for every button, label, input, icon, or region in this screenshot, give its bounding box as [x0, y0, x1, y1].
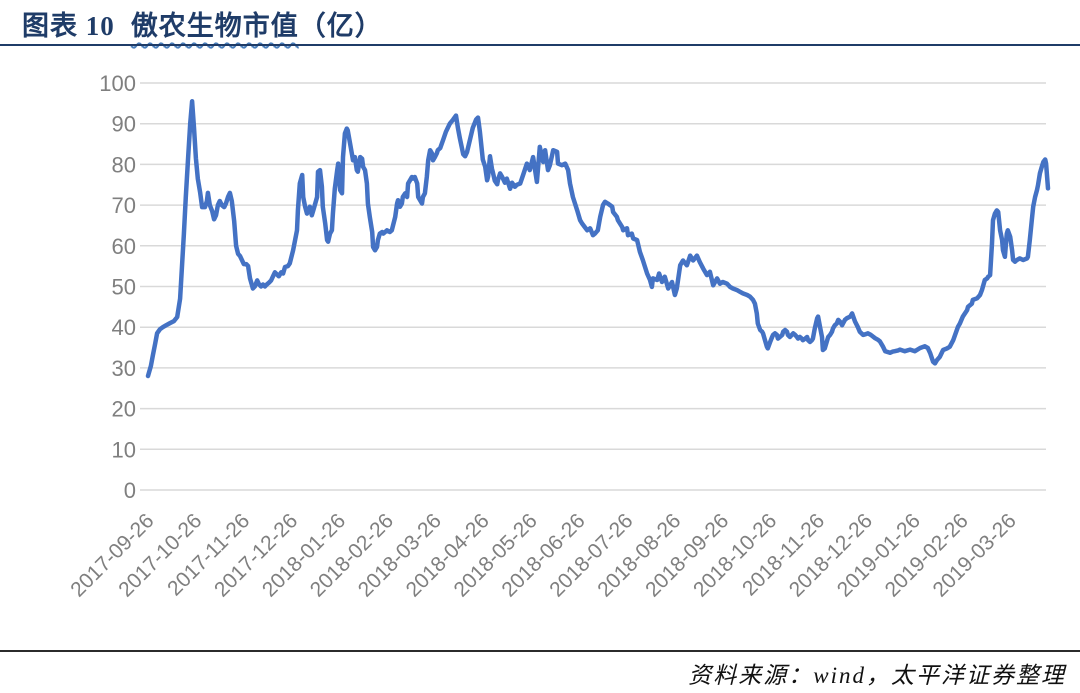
- series-line: [145, 99, 1051, 379]
- y-axis-tick-label: 10: [112, 437, 136, 462]
- y-axis-tick-label: 60: [112, 234, 136, 259]
- y-axis-tick-label: 100: [99, 71, 136, 96]
- y-axis-tick-label: 50: [112, 275, 136, 300]
- y-axis-tick-label: 20: [112, 397, 136, 422]
- title-divider: [0, 44, 1080, 46]
- source-note: 资料来源：wind，太平洋证券整理: [688, 663, 1066, 688]
- figure-number-label: 图表 10: [22, 11, 115, 41]
- y-axis-tick-label: 80: [112, 152, 136, 177]
- figure-title-main: 傲农生物市值: [130, 11, 299, 41]
- y-axis-tick-label: 30: [112, 356, 136, 381]
- y-axis-tick-label: 0: [124, 478, 136, 503]
- y-axis-tick-label: 70: [112, 193, 136, 218]
- y-axis-tick-label: 90: [112, 112, 136, 137]
- y-axis-tick-label: 40: [112, 315, 136, 340]
- figure-title: 图表 10 傲农生物市值（亿）: [22, 4, 383, 43]
- figure-title-unit: （亿）: [298, 11, 383, 41]
- footer-divider: [0, 650, 1080, 652]
